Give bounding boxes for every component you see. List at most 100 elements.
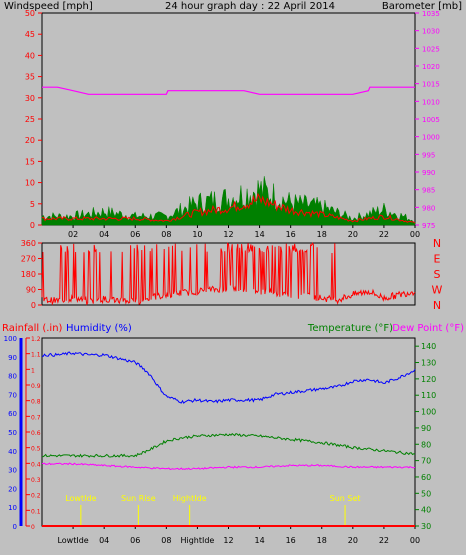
x-tick-label: 06 <box>130 230 140 239</box>
x-tick-label: 14 <box>254 536 264 545</box>
rain-tick-label: 0.4 <box>31 461 41 468</box>
humidity-tick-label: 60 <box>8 410 17 418</box>
rain-tick-label: 0 <box>31 524 35 531</box>
temp-tick-label: 50 <box>421 489 431 498</box>
temp-tick-label: 90 <box>421 424 431 433</box>
rain-tick-label: 0.1 <box>31 508 41 515</box>
humidity-tick-label: 100 <box>4 335 17 343</box>
compass-label: S <box>434 268 441 281</box>
annotation-label: LowtIde <box>65 494 96 503</box>
temp-tick-label: 110 <box>421 391 436 400</box>
humidity-tick-label: 0 <box>13 523 17 531</box>
x-tick-label: 04 <box>99 536 109 545</box>
baro-axis-label: Barometer [mb] <box>382 1 462 12</box>
rain-tick-label: 0.5 <box>31 446 41 453</box>
rain-tick-label: 1.2 <box>31 336 41 343</box>
x-tick-label: 22 <box>379 230 389 239</box>
compass-label: W <box>432 284 443 297</box>
x-tick-label: 00 <box>410 536 420 545</box>
compass-label: N <box>433 237 441 250</box>
baro-tick-label: 1005 <box>422 116 440 124</box>
wind-tick-label: 30 <box>25 94 35 103</box>
humidity-tick-label: 80 <box>8 373 17 381</box>
x-tick-label: HightIde <box>180 536 214 545</box>
rain-tick-label: 0.3 <box>31 477 41 484</box>
humidity-tick-label: 10 <box>8 504 17 512</box>
humidity-tick-label: 90 <box>8 354 17 362</box>
baro-tick-label: 990 <box>422 169 435 177</box>
temp-tick-label: 120 <box>421 375 436 384</box>
rain-tick-label: 0.7 <box>31 414 41 421</box>
humidity-tick-label: 40 <box>8 448 17 456</box>
wind-direction-series <box>41 242 416 306</box>
baro-tick-label: 1000 <box>422 134 440 142</box>
dir-tick-label: 0 <box>31 301 36 310</box>
baro-tick-label: 1020 <box>422 63 440 71</box>
wind-tick-label: 20 <box>25 136 35 145</box>
dir-tick-label: 180 <box>21 270 36 279</box>
humidity-series <box>41 351 416 404</box>
baro-tick-label: 975 <box>422 222 435 230</box>
humidity-tick-label: 70 <box>8 391 17 399</box>
dir-tick-label: 270 <box>21 255 36 264</box>
x-tick-label: 20 <box>348 536 358 545</box>
temp-tick-label: 30 <box>421 522 431 531</box>
wind-baro-panel: 0510152025303540455097598098599099510001… <box>25 9 440 239</box>
x-tick-label: 18 <box>317 536 327 545</box>
plot-frame <box>41 12 416 226</box>
annotation-label: Sun Rise <box>121 494 156 503</box>
rain-humidity-temperature-panel: Rainfall (.in) Humidity (%) Temperature (°… <box>2 323 464 545</box>
wind-tick-label: 15 <box>25 157 35 166</box>
temp-tick-label: 40 <box>421 506 431 515</box>
x-tick-label: 08 <box>161 536 171 545</box>
x-tick-label: 12 <box>223 230 233 239</box>
x-tick-label: 08 <box>161 230 171 239</box>
rain-axis-label: Rainfall (.in) <box>2 323 63 334</box>
rain-tick-label: 0.6 <box>31 430 41 437</box>
wind-tick-label: 5 <box>30 200 35 209</box>
rain-tick-label: 0.8 <box>31 399 41 406</box>
temp-tick-label: 100 <box>421 408 436 417</box>
wind-tick-label: 35 <box>25 73 35 82</box>
baro-tick-label: 1035 <box>422 10 440 18</box>
annotation-label: Sun Set <box>330 494 361 503</box>
x-tick-label: 14 <box>254 230 264 239</box>
baro-tick-label: 1030 <box>422 28 440 36</box>
x-tick-label: 16 <box>286 230 296 239</box>
chart-title: 24 hour graph day : 22 April 2014 <box>165 1 335 12</box>
temp-tick-label: 130 <box>421 359 436 368</box>
temperature-axis-label: Temperature (°F) <box>307 323 393 334</box>
humidity-tick-label: 50 <box>8 429 17 437</box>
x-tick-label: 12 <box>223 536 233 545</box>
x-tick-label: 00 <box>410 230 420 239</box>
x-tick-label: 10 <box>192 230 202 239</box>
x-tick-label: 06 <box>130 536 140 545</box>
wind-axis-label: Windspeed [mph] <box>4 1 93 12</box>
temp-tick-label: 80 <box>421 440 431 449</box>
dir-frame <box>41 242 416 306</box>
humidity-tick-label: 20 <box>8 485 17 493</box>
wind-tick-label: 10 <box>25 179 35 188</box>
dewpoint-axis-label: Dew Point (°F) <box>392 323 464 334</box>
rain-tick-label: 0.2 <box>31 493 41 500</box>
humidity-tick-label: 30 <box>8 467 17 475</box>
temperature-series <box>41 433 416 458</box>
x-tick-label: 04 <box>99 230 109 239</box>
wind-tick-label: 25 <box>25 115 35 124</box>
baro-tick-label: 995 <box>422 151 435 159</box>
humidity-axis-label: Humidity (%) <box>66 323 132 334</box>
wind-tick-label: 45 <box>25 30 35 39</box>
baro-tick-label: 1015 <box>422 81 440 89</box>
x-tick-label: 18 <box>317 230 327 239</box>
dir-tick-label: 90 <box>26 286 36 295</box>
baro-tick-label: 985 <box>422 187 435 195</box>
rain-tick-label: 1 <box>31 367 35 374</box>
rain-tick-label: 1.1 <box>31 352 41 359</box>
baro-tick-label: 1025 <box>422 45 440 53</box>
wind-tick-label: 40 <box>25 51 35 60</box>
x-tick-label: LowtIde <box>57 536 88 545</box>
wind-tick-label: 0 <box>30 221 35 230</box>
temp-tick-label: 140 <box>421 342 436 351</box>
